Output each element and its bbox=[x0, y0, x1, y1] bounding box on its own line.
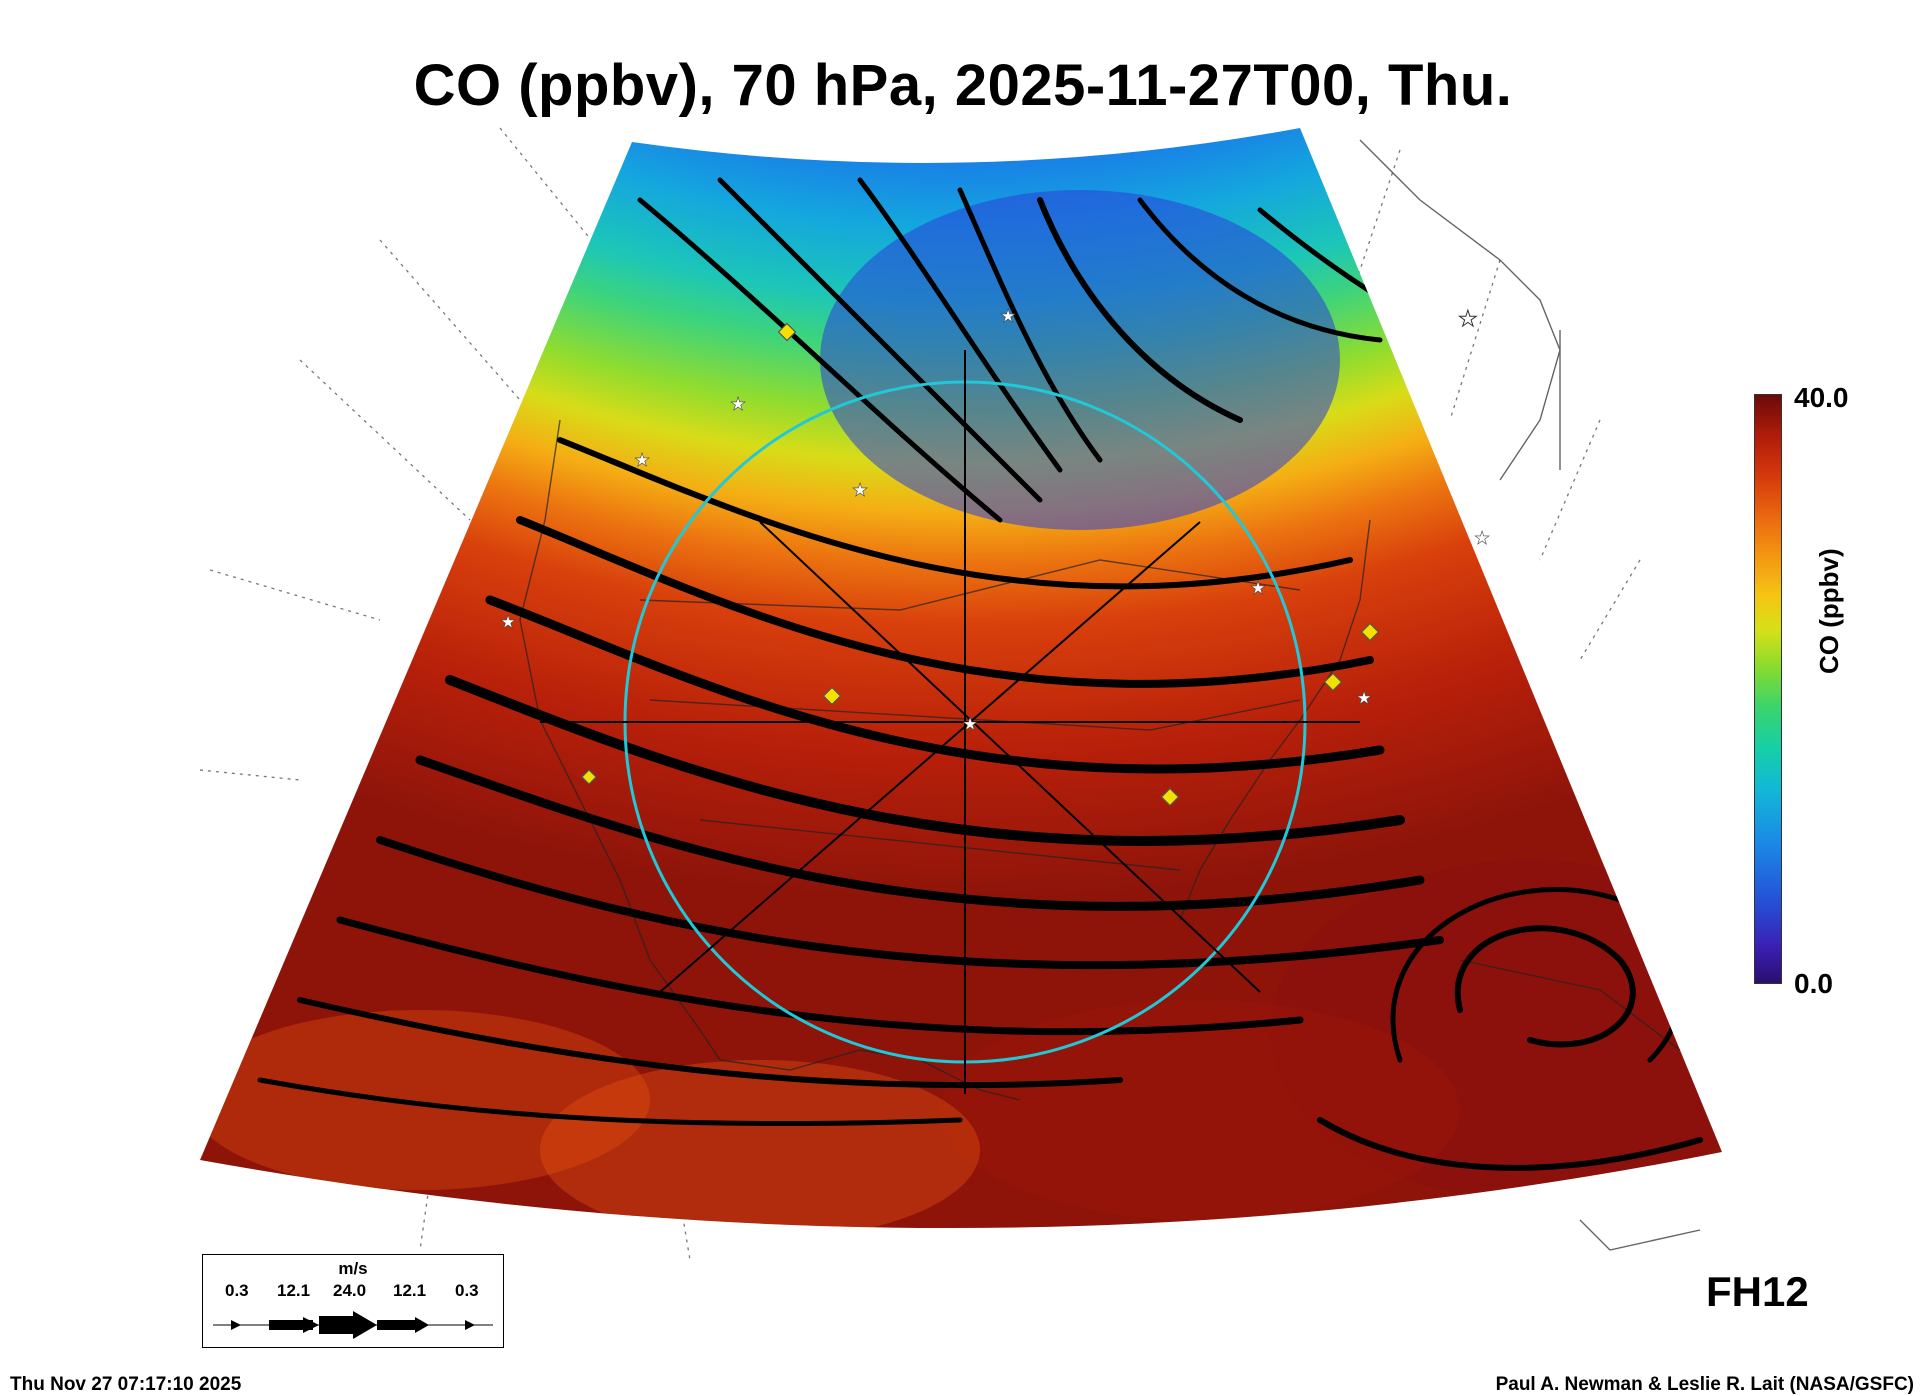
legend-value: 24.0 bbox=[333, 1281, 367, 1300]
station-star: ★ bbox=[1458, 307, 1478, 332]
colorbar-max-label: 40.0 bbox=[1794, 382, 1849, 413]
legend-units: m/s bbox=[338, 1259, 368, 1278]
legend-value: 0.3 bbox=[225, 1281, 249, 1300]
legend-value: 12.1 bbox=[277, 1281, 311, 1300]
station-diamond bbox=[822, 686, 842, 706]
station-star: ★ bbox=[1000, 306, 1016, 327]
station-diamond bbox=[1323, 672, 1343, 692]
forecast-hour-label: FH12 bbox=[1706, 1268, 1809, 1315]
station-star: ★ bbox=[730, 394, 746, 415]
station-star: ★ bbox=[1474, 528, 1490, 549]
station-diamond bbox=[1160, 787, 1180, 807]
station-star: ★ bbox=[962, 714, 978, 735]
station-diamond bbox=[581, 769, 597, 785]
station-star: ★ bbox=[500, 612, 516, 633]
map-title: CO (ppbv), 70 hPa, 2025-11-27T00, Thu. bbox=[413, 53, 1513, 118]
station-star: ★ bbox=[634, 450, 650, 471]
station-star: ★ bbox=[1356, 688, 1372, 709]
timestamp: Thu Nov 27 07:17:10 2025 bbox=[10, 1374, 242, 1395]
station-star: ★ bbox=[852, 480, 868, 501]
colorbar: 40.0 0.0 CO (ppbv) bbox=[1754, 382, 1914, 999]
colorbar-title: CO (ppbv) bbox=[1814, 548, 1844, 674]
colorbar-gradient bbox=[1754, 394, 1782, 984]
colorbar-min-label: 0.0 bbox=[1794, 968, 1833, 999]
reference-circle bbox=[540, 350, 1360, 1094]
legend-value: 12.1 bbox=[393, 1281, 427, 1300]
credit-line: Paul A. Newman & Leslie R. Lait (NASA/GS… bbox=[1495, 1374, 1914, 1395]
legend-arrow-scale bbox=[213, 1311, 493, 1339]
station-diamond bbox=[1360, 622, 1380, 642]
legend-value: 0.3 bbox=[455, 1281, 479, 1300]
station-markers: ★ ★ ★ ★ ★ ★ ★ ★ ★ ★ bbox=[500, 306, 1490, 807]
station-star: ★ bbox=[1250, 578, 1266, 599]
station-diamond bbox=[777, 322, 797, 342]
wind-speed-legend: m/s 0.3 12.1 24.0 12.1 0.3 bbox=[202, 1254, 504, 1348]
